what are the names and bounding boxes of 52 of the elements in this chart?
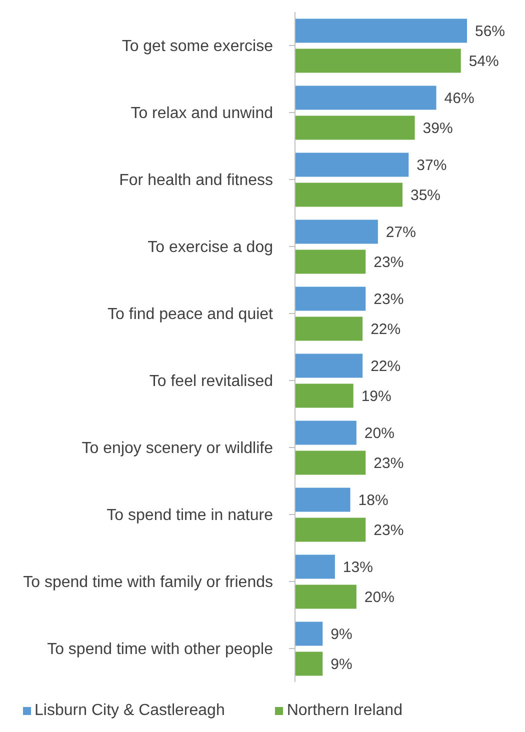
bar [295, 250, 366, 274]
data-label: 23% [374, 522, 404, 539]
bar [295, 116, 415, 140]
bar [295, 152, 409, 177]
data-label: 23% [374, 254, 404, 271]
data-label: 13% [342, 558, 373, 576]
data-label: 18% [358, 492, 388, 509]
data-label: 23% [374, 290, 404, 308]
bar [295, 622, 323, 646]
bar [295, 86, 436, 110]
data-label: 23% [374, 454, 404, 472]
bar [295, 420, 356, 445]
y-tick-label: To exercise a dog [148, 239, 273, 256]
data-label: 22% [370, 358, 401, 375]
bar [295, 220, 378, 244]
bar [295, 584, 356, 609]
bar [295, 48, 461, 73]
bar [295, 18, 467, 43]
bar [295, 652, 323, 676]
data-label: 19% [361, 388, 392, 405]
y-tick-label: To relax and unwind [130, 105, 273, 122]
data-label: 9% [330, 656, 352, 673]
data-label: 35% [410, 186, 441, 204]
bar [295, 286, 366, 311]
data-label: 20% [364, 424, 394, 442]
data-label: 20% [364, 588, 394, 606]
y-tick-label: To spend time in nature [106, 507, 274, 524]
data-label: 37% [416, 156, 447, 174]
legend-label: Northern Ireland [286, 702, 402, 719]
data-label: 27% [386, 224, 416, 241]
legend-label: Lisburn City & Castlereagh [34, 702, 225, 719]
y-tick-label: To spend time with family or friends [23, 574, 273, 592]
y-tick-label: To find peace and quiet [108, 306, 274, 324]
data-label: 9% [330, 626, 352, 643]
data-label: 46% [444, 90, 474, 107]
bar [295, 384, 354, 408]
bar [295, 354, 363, 378]
bar [295, 316, 363, 341]
y-tick-label: For health and fitness [119, 172, 273, 190]
y-tick-label: To enjoy scenery or wildlife [82, 440, 274, 458]
bar [295, 554, 335, 579]
bar [295, 182, 402, 207]
data-label: 22% [370, 320, 401, 338]
y-tick-label: To feel revitalised [149, 373, 273, 390]
data-label: 56% [475, 22, 506, 40]
y-tick-label: To get some exercise [122, 38, 274, 56]
data-label: 39% [422, 120, 453, 137]
data-label: 54% [468, 52, 499, 70]
bar [295, 450, 366, 475]
y-tick-label: To spend time with other people [47, 641, 274, 658]
bar [295, 518, 366, 542]
bar [295, 488, 350, 512]
